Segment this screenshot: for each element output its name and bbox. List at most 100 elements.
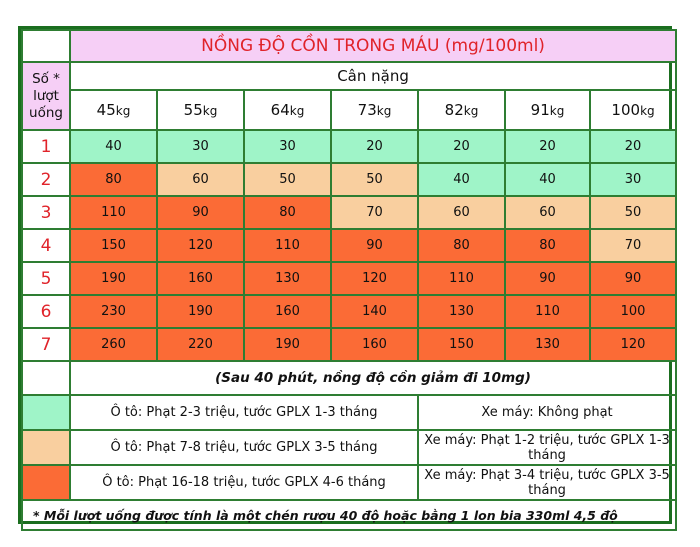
bac-value-cell: 230 xyxy=(69,294,158,329)
bac-value-cell: 60 xyxy=(504,195,591,230)
table-row: 6 230 190 160 140 130 110 100 xyxy=(21,294,678,329)
bac-value-cell: 120 xyxy=(588,327,678,362)
legend-row: Ô tô: Phạt 7-8 triệu, tước GPLX 3-5 thán… xyxy=(21,429,678,466)
bac-value-cell: 60 xyxy=(156,162,245,197)
legend-car-penalty: Ô tô: Phạt 7-8 triệu, tước GPLX 3-5 thán… xyxy=(69,429,419,466)
bac-value-cell: 60 xyxy=(417,195,506,230)
weight-value: 45 xyxy=(96,101,116,119)
legend-swatch xyxy=(21,429,71,466)
bac-value-cell: 220 xyxy=(156,327,245,362)
bac-value-cell: 20 xyxy=(330,129,419,164)
bac-value-cell: 160 xyxy=(156,261,245,296)
weight-header-cell: 64kg xyxy=(243,89,332,131)
bac-value-cell: 100 xyxy=(588,294,678,329)
weight-value: 100 xyxy=(611,101,641,119)
drink-count-cell: 5 xyxy=(21,261,71,296)
bac-value-cell: 160 xyxy=(243,294,332,329)
bac-value-cell: 150 xyxy=(69,228,158,263)
bac-value-cell: 160 xyxy=(330,327,419,362)
legend-moto-penalty: Xe máy: Không phạt xyxy=(416,394,678,431)
weight-header-cell: 100kg xyxy=(588,89,678,131)
bac-value-cell: 40 xyxy=(417,162,506,197)
legend-car-penalty: Ô tô: Phạt 16-18 triệu, tước GPLX 4-6 th… xyxy=(69,464,419,501)
corner-cell xyxy=(21,29,71,63)
bac-value-cell: 70 xyxy=(330,195,419,230)
bac-value-cell: 110 xyxy=(417,261,506,296)
drink-count-cell: 7 xyxy=(21,327,71,362)
legend-moto-penalty: Xe máy: Phạt 1-2 triệu, tước GPLX 1-3 th… xyxy=(416,429,678,466)
bac-value-cell: 50 xyxy=(330,162,419,197)
bac-value-cell: 40 xyxy=(69,129,158,164)
bac-value-cell: 120 xyxy=(156,228,245,263)
table-row: 2 80 60 50 50 40 40 30 xyxy=(21,162,678,197)
bac-value-cell: 20 xyxy=(504,129,591,164)
table-row: 7 260 220 190 160 150 130 120 xyxy=(21,327,678,362)
weight-unit: kg xyxy=(376,104,392,118)
bac-value-cell: 130 xyxy=(243,261,332,296)
table-row: 1 40 30 30 20 20 20 20 xyxy=(21,129,678,164)
bac-value-cell: 90 xyxy=(588,261,678,296)
bac-value-cell: 110 xyxy=(243,228,332,263)
bac-value-cell: 70 xyxy=(588,228,678,263)
weight-header-row: 45kg 55kg 64kg 73kg 82kg 91kg 100kg xyxy=(22,89,678,131)
bac-value-cell: 130 xyxy=(417,294,506,329)
bac-value-cell: 50 xyxy=(243,162,332,197)
table-row: 5 190 160 130 120 110 90 90 xyxy=(21,261,678,296)
decay-note: (Sau 40 phút, nồng độ cồn giảm đi 10mg) xyxy=(68,360,678,396)
drink-count-cell: 4 xyxy=(21,228,71,263)
weight-unit: kg xyxy=(549,104,565,118)
drink-count-cell: 6 xyxy=(21,294,71,329)
weight-unit: kg xyxy=(640,104,655,118)
note-row: (Sau 40 phút, nồng độ cồn giảm đi 10mg) xyxy=(21,360,678,396)
bac-value-cell: 40 xyxy=(504,162,591,197)
bac-value-cell: 190 xyxy=(69,261,158,296)
footnote-row: * Mỗi lượt uống được tính là một chén rư… xyxy=(20,499,678,531)
legend-row: Ô tô: Phạt 16-18 triệu, tước GPLX 4-6 th… xyxy=(21,464,678,501)
alcohol-table-sheet: NỒNG ĐỘ CỒN TRONG MÁU (mg/100ml) Số * lư… xyxy=(18,26,678,531)
weight-value: 82 xyxy=(444,101,464,119)
bac-value-cell: 150 xyxy=(417,327,506,362)
weight-header-cell: 55kg xyxy=(156,89,245,131)
bac-value-cell: 190 xyxy=(156,294,245,329)
bac-value-cell: 80 xyxy=(243,195,332,230)
weight-header-cell: 91kg xyxy=(504,89,591,131)
bac-value-cell: 30 xyxy=(156,129,245,164)
bac-value-cell: 50 xyxy=(588,195,678,230)
weight-value: 73 xyxy=(357,101,377,119)
legend-car-penalty: Ô tô: Phạt 2-3 triệu, tước GPLX 1-3 thán… xyxy=(69,394,419,431)
bac-value-cell: 90 xyxy=(330,228,419,263)
drink-count-cell: 3 xyxy=(21,195,71,230)
bac-value-cell: 20 xyxy=(588,129,678,164)
weight-value: 55 xyxy=(183,101,203,119)
weight-header-cell: 82kg xyxy=(417,89,506,131)
bac-value-cell: 30 xyxy=(588,162,678,197)
bac-value-cell: 110 xyxy=(69,195,158,230)
drinks-header: Số * lượt uống xyxy=(21,61,71,131)
table-row: 3 110 90 80 70 60 60 50 xyxy=(21,195,678,230)
weight-unit: kg xyxy=(463,104,479,118)
table-row: 4 150 120 110 90 80 80 70 xyxy=(21,228,678,263)
legend-row: Ô tô: Phạt 2-3 triệu, tước GPLX 1-3 thán… xyxy=(21,394,678,431)
weight-header-cell: 45kg xyxy=(69,89,158,131)
table-title: NỒNG ĐỘ CỒN TRONG MÁU (mg/100ml) xyxy=(68,29,678,63)
bac-value-cell: 20 xyxy=(417,129,506,164)
weight-unit: kg xyxy=(202,104,218,118)
bac-value-cell: 90 xyxy=(156,195,245,230)
weight-value: 64 xyxy=(270,101,290,119)
bac-value-cell: 140 xyxy=(330,294,419,329)
bac-value-cell: 190 xyxy=(243,327,332,362)
weight-group-header: Cân nặng xyxy=(68,61,678,91)
weight-unit: kg xyxy=(115,104,131,118)
bac-value-cell: 130 xyxy=(504,327,591,362)
bac-value-cell: 80 xyxy=(504,228,591,263)
weight-value: 91 xyxy=(530,101,550,119)
note-spacer-cell xyxy=(21,360,71,396)
bac-value-cell: 80 xyxy=(417,228,506,263)
bac-value-cell: 110 xyxy=(504,294,591,329)
bac-value-cell: 260 xyxy=(69,327,158,362)
weight-header-cell: 73kg xyxy=(330,89,419,131)
legend-moto-penalty: Xe máy: Phạt 3-4 triệu, tước GPLX 3-5 th… xyxy=(416,464,678,501)
drink-count-cell: 2 xyxy=(21,162,71,197)
bac-value-cell: 80 xyxy=(69,162,158,197)
legend-swatch xyxy=(21,394,71,431)
